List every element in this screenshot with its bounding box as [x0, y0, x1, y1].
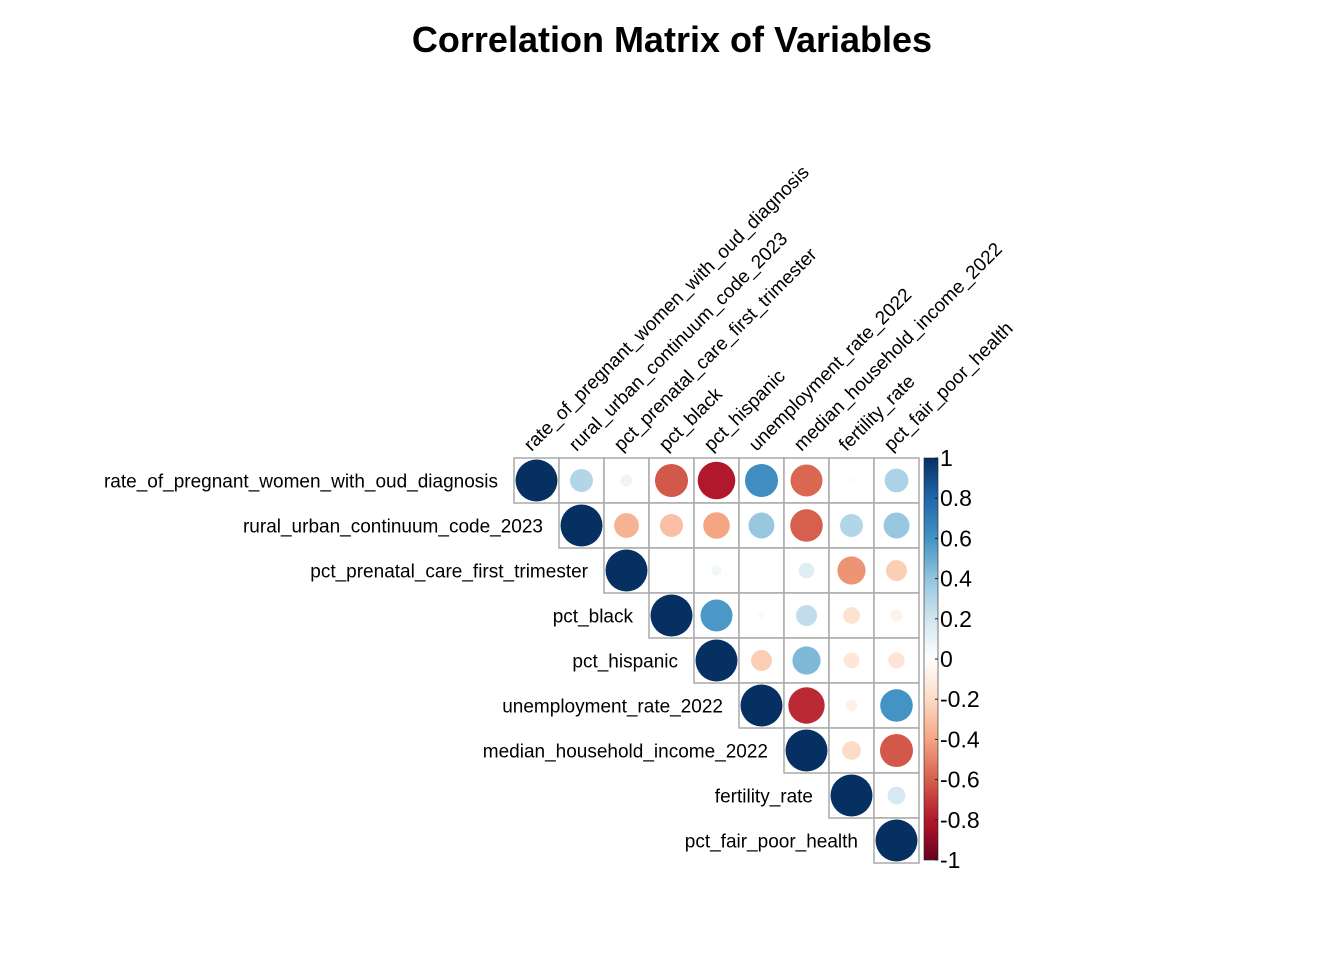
matrix-cell — [873, 592, 920, 639]
row-labels: rate_of_pregnant_women_with_oud_diagnosi… — [104, 472, 858, 853]
correlation-circle — [614, 513, 639, 538]
correlation-circle — [796, 605, 817, 626]
correlation-circle — [740, 684, 783, 727]
correlation-circle — [886, 560, 907, 581]
row-label: median_household_income_2022 — [483, 742, 768, 763]
colorbar-tick-label: 0.8 — [940, 485, 972, 511]
correlation-circle — [880, 689, 913, 722]
matrix-cell — [738, 502, 785, 549]
matrix-cell — [738, 547, 785, 594]
correlation-circle — [790, 509, 823, 542]
correlation-circle — [890, 609, 903, 622]
correlation-circle — [697, 461, 736, 500]
correlation-circle — [650, 594, 693, 637]
correlation-circle — [792, 646, 821, 675]
matrix-cell — [783, 547, 830, 594]
correlation-circle — [848, 477, 855, 484]
correlation-circle — [830, 774, 873, 817]
colorbar-tick-label: -0.6 — [940, 767, 980, 793]
row-label: pct_hispanic — [572, 652, 678, 673]
correlation-circle — [654, 463, 689, 498]
colorbar-tick-label: 0 — [940, 646, 953, 672]
correlation-circle — [560, 504, 603, 547]
color-legend: 1 0.8 0.6 0.4 0.2 0 -0.2 -0.4 -0.6 -0.8 -1 — [923, 445, 980, 873]
chart-title: Correlation Matrix of Variables — [412, 19, 932, 60]
colorbar-tick-label: -0.2 — [940, 686, 980, 712]
correlation-circle — [837, 556, 866, 585]
correlation-circle — [748, 512, 775, 539]
correlation-circle — [842, 741, 861, 760]
correlation-circles — [515, 459, 918, 862]
correlation-circle — [879, 733, 914, 768]
colorbar-tick-label: 0.4 — [940, 566, 972, 592]
correlation-circle — [785, 729, 828, 772]
correlation-circle — [883, 512, 910, 539]
correlation-circle — [887, 786, 906, 805]
correlation-circle — [788, 687, 825, 724]
column-labels: rate_of_pregnant_women_with_oud_diagnosi… — [520, 162, 1017, 455]
row-label: pct_fair_poor_health — [685, 832, 858, 853]
colorbar-tick-label: 1 — [940, 445, 953, 471]
correlation-circle — [757, 611, 766, 620]
correlation-circle — [843, 652, 860, 669]
colorbar-tick-label: -1 — [940, 847, 960, 873]
row-label: fertility_rate — [715, 787, 813, 808]
correlation-circle — [845, 699, 858, 712]
correlation-circle — [751, 650, 772, 671]
matrix-cell — [828, 457, 875, 504]
matrix-cell — [648, 547, 695, 594]
correlation-circle — [700, 599, 733, 632]
colorbar-tick-label: -0.4 — [940, 726, 980, 752]
correlation-circle — [703, 512, 730, 539]
correlation-circle — [605, 549, 648, 592]
correlation-circle — [695, 639, 738, 682]
correlation-circle — [570, 469, 593, 492]
row-label: pct_prenatal_care_first_trimester — [310, 562, 588, 583]
colorbar-tick-label: 0.2 — [940, 606, 972, 632]
correlation-circle — [843, 607, 860, 624]
row-label: rate_of_pregnant_women_with_oud_diagnosi… — [104, 472, 498, 493]
correlation-circle — [790, 464, 823, 497]
correlation-circle — [744, 463, 779, 498]
correlation-circle — [884, 468, 909, 493]
row-label: unemployment_rate_2022 — [502, 697, 723, 718]
correlation-circle — [660, 514, 683, 537]
row-label: rural_urban_continuum_code_2023 — [243, 517, 543, 538]
correlation-circle — [875, 819, 918, 862]
correlation-circle — [840, 514, 863, 537]
correlation-circle — [620, 474, 633, 487]
colorbar-tick-label: -0.8 — [940, 807, 980, 833]
row-label: pct_black — [553, 607, 634, 628]
colorbar-tick-label: 0.6 — [940, 525, 972, 551]
correlation-circle — [711, 565, 722, 576]
correlation-circle — [515, 459, 558, 502]
correlation-circle — [798, 562, 815, 579]
correlation-circle — [888, 652, 905, 669]
